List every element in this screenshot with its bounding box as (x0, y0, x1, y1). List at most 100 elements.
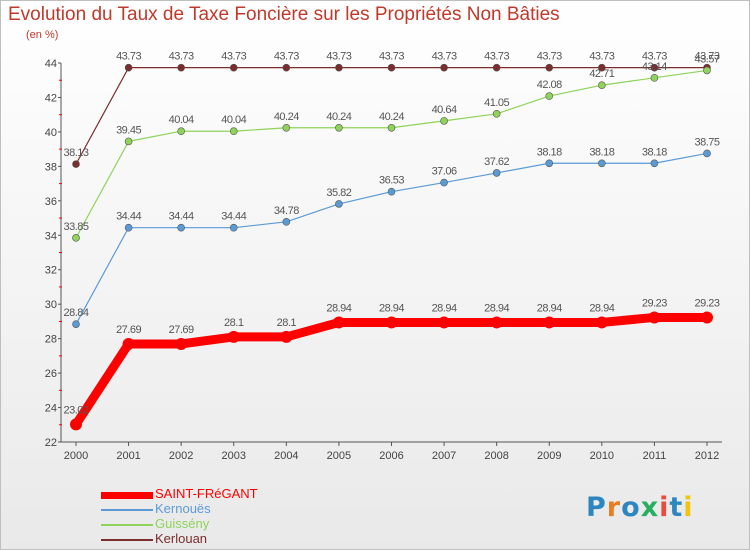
data-label: 43.73 (379, 51, 404, 63)
data-point (543, 316, 556, 329)
data-label: 43.73 (221, 51, 246, 63)
data-point (703, 149, 711, 158)
chart-legend: SAINT-FRéGANT Kernouës Guissény Kerlouan (101, 486, 341, 547)
data-point (229, 127, 238, 136)
data-label: 40.24 (274, 111, 299, 123)
data-point (282, 218, 291, 226)
data-point (72, 320, 80, 328)
data-point (282, 63, 291, 72)
data-point (335, 123, 343, 132)
y-tick-label: 42 (45, 92, 57, 104)
legend-item: SAINT-FRéGANT (101, 486, 341, 502)
data-point (595, 316, 608, 329)
data-label: 23.02 (63, 404, 88, 416)
data-point (282, 123, 291, 132)
data-point (598, 81, 606, 90)
data-label: 43.73 (116, 51, 141, 63)
data-point (387, 63, 396, 72)
data-label: 28.94 (589, 302, 614, 314)
legend-label: Kerlouan (155, 531, 208, 546)
data-label: 33.85 (63, 221, 88, 233)
y-tick-label: 24 (45, 403, 57, 415)
data-label: 38.18 (537, 146, 562, 158)
data-label: 28.94 (379, 302, 404, 314)
data-point (175, 337, 188, 350)
data-label: 38.13 (63, 147, 88, 159)
data-point (440, 63, 448, 72)
legend-label: Guissény (155, 516, 210, 531)
data-label: 38.18 (589, 146, 614, 158)
legend-swatch (101, 491, 153, 499)
data-label: 43.14 (642, 61, 667, 73)
data-point (492, 63, 501, 72)
data-point (701, 311, 713, 324)
legend-item: Guissény (101, 516, 341, 532)
data-label: 28.94 (484, 302, 509, 314)
x-tick-label: 2007 (432, 450, 456, 462)
data-point (545, 92, 554, 100)
x-tick-label: 2005 (327, 450, 351, 462)
data-point (387, 123, 396, 132)
y-tick-label: 30 (45, 299, 57, 311)
data-point (177, 223, 185, 232)
data-label: 43.73 (274, 51, 299, 63)
data-label: 42.71 (589, 68, 614, 80)
data-point (703, 66, 711, 75)
data-label: 28.1 (224, 317, 244, 329)
data-label: 43.73 (537, 51, 562, 63)
legend-item: Kerlouan (101, 531, 341, 547)
data-point (177, 63, 185, 72)
data-point (229, 63, 238, 72)
data-point (122, 337, 135, 350)
data-label: 43.73 (326, 51, 351, 63)
data-label: 43.73 (484, 51, 509, 63)
data-point (598, 159, 606, 168)
data-point (385, 316, 398, 329)
data-point (492, 110, 501, 118)
x-tick-label: 2002 (169, 450, 193, 462)
data-label: 28.94 (537, 302, 562, 314)
data-point (650, 63, 659, 72)
data-point (332, 316, 345, 329)
data-label: 41.05 (484, 97, 509, 109)
y-tick-label: 22 (45, 437, 57, 449)
x-tick-label: 2006 (379, 450, 403, 462)
data-point (650, 74, 659, 82)
data-label: 43.73 (432, 51, 457, 63)
x-tick-label: 2008 (484, 450, 508, 462)
y-tick-label: 38 (45, 161, 57, 173)
data-point (72, 160, 80, 168)
data-label: 40.64 (432, 104, 457, 116)
data-point (438, 316, 451, 329)
x-tick-label: 2012 (695, 450, 719, 462)
data-label: 39.45 (116, 124, 141, 136)
y-tick-label: 32 (45, 265, 57, 277)
data-label: 43.73 (642, 51, 667, 63)
data-label: 34.44 (169, 211, 194, 223)
legend-label: Kernouës (155, 501, 211, 516)
data-point (598, 63, 606, 72)
legend-item: Kernouës (101, 501, 341, 517)
data-label: 34.44 (221, 211, 246, 223)
data-label: 40.04 (169, 114, 194, 126)
y-tick-label: 26 (45, 368, 57, 380)
data-point (70, 418, 82, 431)
proxiti-logo: Proxiti (586, 492, 694, 523)
data-label: 35.82 (326, 187, 351, 199)
legend-label: SAINT-FRéGANT (155, 486, 258, 501)
data-label: 36.53 (379, 175, 404, 187)
data-point (492, 169, 501, 177)
data-label: 40.24 (379, 111, 404, 123)
data-point (490, 316, 503, 329)
data-point (440, 178, 448, 187)
y-tick-label: 44 (45, 58, 57, 70)
data-point (440, 117, 448, 125)
data-point (229, 223, 238, 232)
x-tick-label: 2000 (64, 450, 88, 462)
legend-swatch (101, 509, 153, 511)
data-label: 37.06 (432, 166, 457, 178)
data-label: 43.73 (694, 51, 719, 63)
data-point (124, 137, 133, 146)
